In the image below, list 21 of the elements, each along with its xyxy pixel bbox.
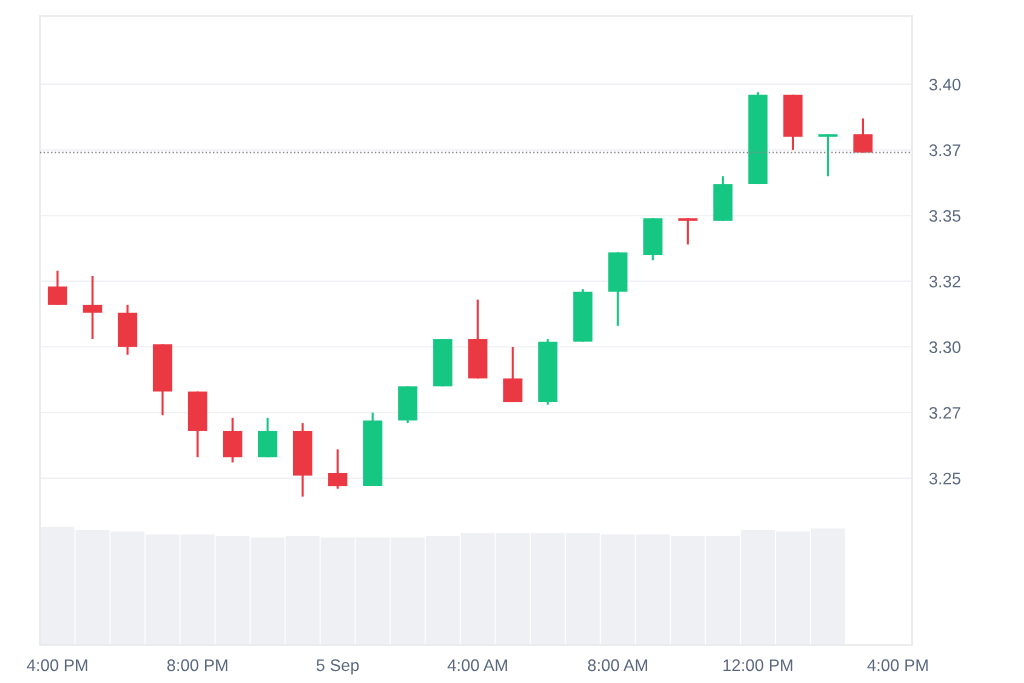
candlestick [503, 345, 523, 404]
candlestick [818, 133, 838, 178]
x-tick-label: 4:00 PM [26, 659, 88, 672]
x-tick-label: 5 Sep [316, 659, 359, 675]
candlestick [678, 217, 698, 246]
y-tick-label: 3.37 [929, 144, 961, 157]
candlestick [47, 269, 68, 306]
x-tick-label: 8:00 AM [587, 659, 648, 672]
y-tick-label: 3.40 [929, 78, 961, 91]
y-tick-label: 3.30 [929, 341, 961, 354]
y-tick-label: 3.32 [929, 275, 961, 288]
y-tick-label: 3.25 [929, 472, 961, 485]
y-tick-label: 3.35 [929, 210, 961, 222]
candlestick [82, 274, 103, 341]
candlestick [328, 448, 348, 490]
x-tick-label: 4:00 PM [867, 659, 928, 672]
x-tick-label: 8:00 PM [167, 659, 228, 672]
x-tick-label: 12:00 PM [723, 659, 793, 672]
y-tick-label: 3.27 [929, 406, 961, 419]
x-tick-label: 4:00 AM [447, 659, 507, 672]
candlestick [853, 117, 873, 154]
